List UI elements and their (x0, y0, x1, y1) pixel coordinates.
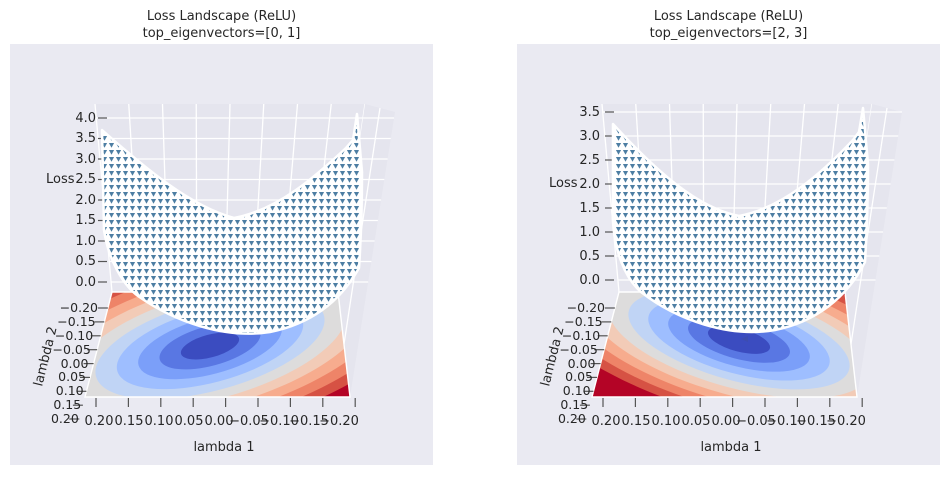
y-tick-label: 0.00 (567, 355, 596, 371)
x-tick-label: 0.00 (711, 414, 741, 429)
plot-3d-canvas (10, 44, 433, 465)
z-tick-label: 0.5 (75, 254, 96, 270)
z-tick-label: 4.0 (75, 110, 96, 126)
y-tick-label: −0.10 (561, 327, 601, 343)
plot-subtitle: top_eigenvectors=[0, 1] (142, 26, 301, 41)
y-tick-label: −0.05 (52, 341, 91, 357)
y-tick-label: 0.15 (53, 397, 82, 413)
y-tick-label: 0.00 (60, 355, 89, 371)
subplot-eigenvectors-0-1: Loss Landscape (ReLU) top_eigenvectors=[… (10, 8, 433, 470)
z-tick-label: 0.0 (579, 272, 600, 288)
x-tick-label: −0.05 (229, 414, 269, 429)
plot-title: Loss Landscape (ReLU) (146, 9, 297, 24)
right-pane (338, 104, 395, 397)
y-tick-label: −0.10 (54, 327, 94, 343)
z-axis-ticks: 3.5 3.0 2.5 2.0 1.5 1.0 0.5 0.0 (517, 100, 600, 292)
x-tick-label: −0.10 (766, 414, 806, 429)
contour-ring (180, 332, 240, 360)
x-tick-label: 0.15 (621, 414, 651, 429)
subplot-eigenvectors-2-3: Loss Landscape (ReLU) top_eigenvectors=[… (517, 8, 940, 470)
z-tick-label: 3.0 (579, 128, 600, 144)
plot-subtitle: top_eigenvectors=[2, 3] (649, 26, 808, 41)
x-tick-marks (95, 398, 356, 407)
x-tick-label: 0.10 (144, 414, 174, 429)
x-axis-label: lambda 1 (193, 440, 255, 455)
y-tick-label: −0.20 (566, 300, 605, 315)
z-tick-label: 2.5 (579, 152, 600, 168)
y-tick-label: −0.15 (564, 313, 603, 329)
right-pane (845, 104, 902, 397)
x-axis-ticks: 0.20 0.15 0.10 0.05 0.00 −0.05 −0.10 −0.… (591, 414, 866, 429)
z-axis-label: Loss (549, 176, 578, 191)
y-tick-label: 0.15 (560, 397, 589, 413)
z-tick-label: 2.0 (75, 192, 96, 208)
x-tick-label: −0.15 (289, 414, 329, 429)
y-tick-label: −0.15 (57, 313, 96, 329)
z-tick-label: 0.5 (579, 248, 600, 264)
y-tick-label: 0.10 (562, 383, 591, 399)
x-tick-label: 0.05 (174, 414, 204, 429)
z-tick-label: 3.0 (75, 151, 96, 167)
y-tick-label: 0.10 (55, 383, 84, 399)
y-tick-label: 0.20 (50, 411, 79, 427)
x-tick-label: 0.20 (591, 414, 621, 429)
y-tick-label: −0.05 (559, 341, 598, 357)
x-tick-label: 0.20 (84, 414, 114, 429)
y-axis-ticks: −0.20 −0.15 −0.10 −0.05 0.00 0.05 0.10 0… (517, 301, 605, 426)
x-tick-label: 0.00 (204, 414, 234, 429)
z-tick-label: 3.5 (579, 104, 600, 120)
x-tick-marks (602, 398, 863, 407)
x-tick-label: −0.15 (796, 414, 836, 429)
x-tick-label: −0.20 (319, 414, 359, 429)
z-tick-label: 1.0 (579, 224, 600, 240)
minimum-marker (741, 336, 748, 342)
y-tick-label: 0.05 (565, 369, 593, 385)
z-axis-label: Loss (46, 172, 75, 187)
surface-mesh (611, 106, 870, 334)
y-tick-label: 0.05 (58, 369, 86, 385)
z-axis-ticks: 4.0 3.5 3.0 2.5 2.0 1.5 1.0 0.5 0.0 (10, 108, 96, 293)
z-tick-label: 1.0 (75, 233, 96, 249)
z-tick-label: 1.5 (75, 213, 96, 229)
z-tick-label: 0.0 (75, 274, 96, 290)
x-axis-ticks: 0.20 0.15 0.10 0.05 0.00 −0.05 −0.10 −0.… (84, 414, 359, 429)
y-tick-marks (576, 307, 615, 420)
y-tick-label: 0.20 (557, 411, 586, 427)
y-axis-ticks: −0.20 −0.15 −0.10 −0.05 0.00 0.05 0.10 0… (10, 301, 98, 426)
x-tick-label: −0.20 (826, 414, 866, 429)
y-tick-label: −0.20 (59, 300, 98, 315)
surface-mesh (100, 112, 364, 335)
y-tick-marks (69, 307, 108, 420)
x-tick-label: 0.10 (651, 414, 681, 429)
x-tick-label: 0.15 (114, 414, 144, 429)
x-axis-label: lambda 1 (700, 440, 762, 455)
z-tick-label: 2.0 (579, 176, 600, 192)
x-tick-label: −0.05 (736, 414, 776, 429)
x-tick-label: 0.05 (681, 414, 711, 429)
plot-title-block: Loss Landscape (ReLU) top_eigenvectors=[… (10, 8, 433, 42)
z-tick-label: 3.5 (75, 131, 96, 147)
contour-ring (707, 326, 771, 354)
plot-3d-canvas (517, 44, 940, 465)
plot-title-block: Loss Landscape (ReLU) top_eigenvectors=[… (517, 8, 940, 42)
plot-3d-scene: 4.0 3.5 3.0 2.5 2.0 1.5 1.0 0.5 0.0 Loss… (10, 44, 433, 465)
z-tick-label: 1.5 (579, 200, 600, 216)
x-tick-label: −0.10 (259, 414, 299, 429)
z-tick-label: 2.5 (75, 172, 96, 188)
plot-title: Loss Landscape (ReLU) (653, 9, 804, 24)
plot-3d-scene: 3.5 3.0 2.5 2.0 1.5 1.0 0.5 0.0 Loss −0.… (517, 44, 940, 465)
